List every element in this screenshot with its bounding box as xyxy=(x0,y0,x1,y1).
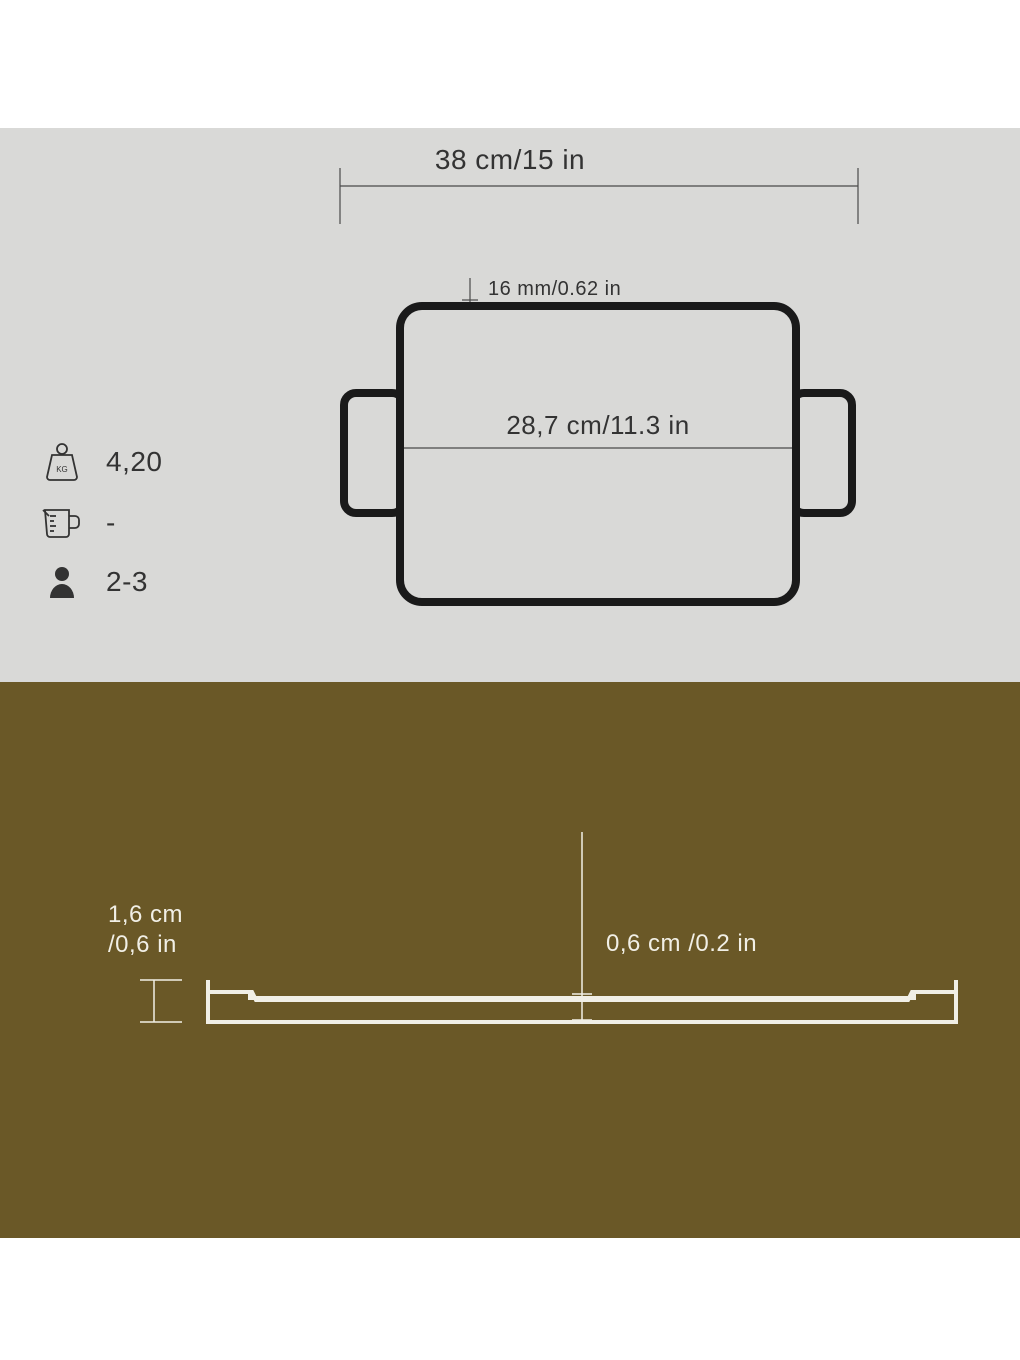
person-icon xyxy=(40,566,84,598)
jug-icon xyxy=(40,506,84,540)
bottom-whitespace xyxy=(0,1238,1020,1360)
spec-weight: KG 4,20 xyxy=(40,442,163,482)
spec-weight-value: 4,20 xyxy=(106,446,163,478)
top-whitespace xyxy=(0,0,1020,128)
side-profile-outline xyxy=(0,682,1020,1238)
svg-text:KG: KG xyxy=(56,465,68,474)
inner-width-label: 28,7 cm/11.3 in xyxy=(400,410,796,441)
top-view-panel: 38 cm/15 in 16 mm/0.62 in 28,7 cm/11.3 i… xyxy=(0,128,1020,682)
weight-icon: KG xyxy=(40,442,84,482)
spec-servings-value: 2-3 xyxy=(106,566,148,598)
spec-capacity: - xyxy=(40,506,116,540)
product-top-outline xyxy=(0,128,1020,682)
spec-servings: 2-3 xyxy=(40,566,148,598)
spec-capacity-value: - xyxy=(106,507,116,539)
side-view-panel: 1,6 cm /0,6 in 0,6 cm /0.2 in xyxy=(0,682,1020,1238)
